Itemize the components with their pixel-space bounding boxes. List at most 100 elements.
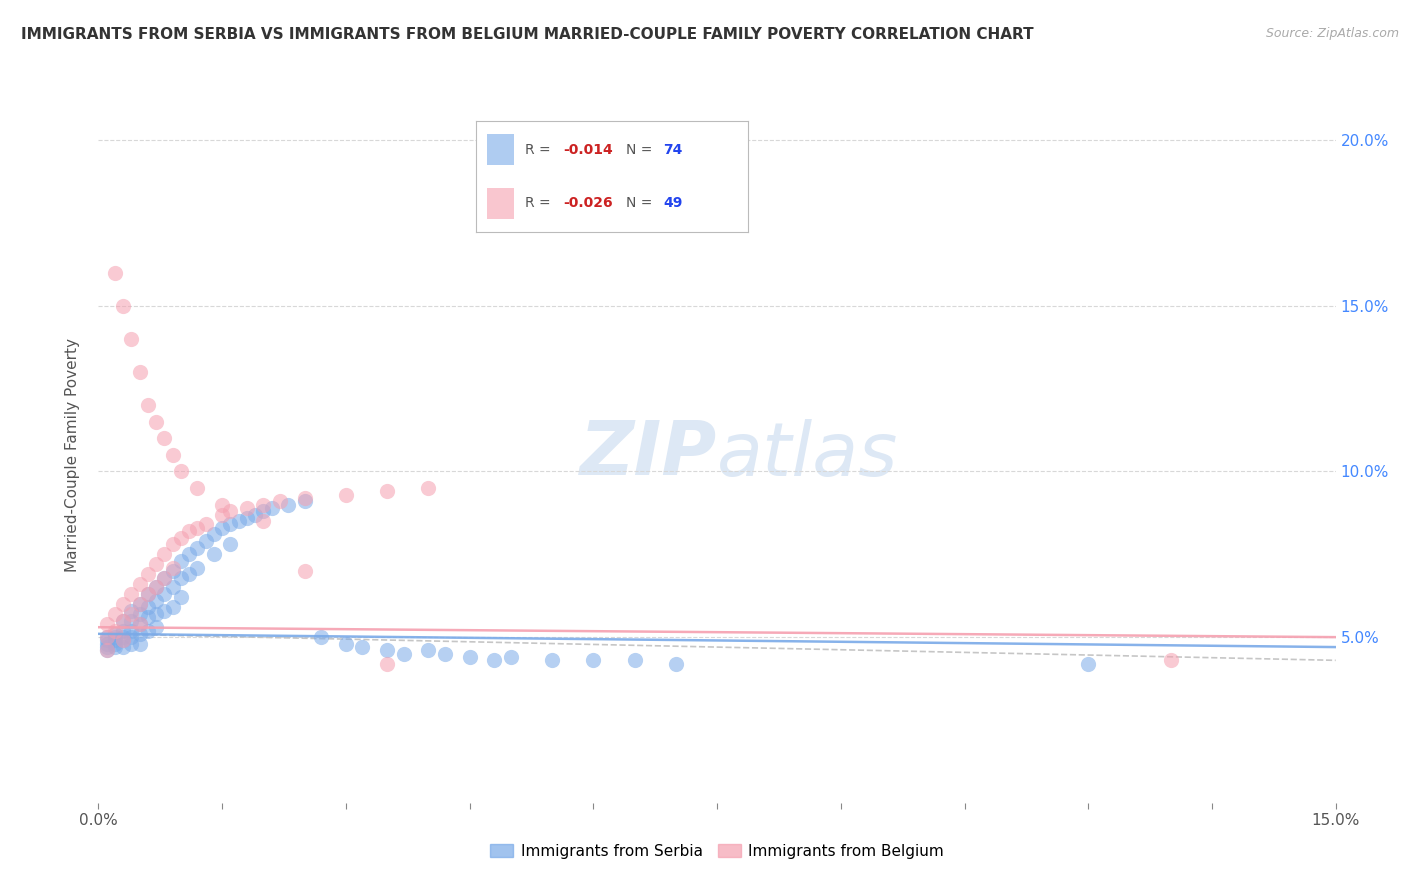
Point (145, 558, 167, 572)
Point (128, 597, 150, 611)
Point (104, 630, 127, 644)
Point (252, 504, 274, 518)
Legend: Immigrants from Serbia, Immigrants from Belgium: Immigrants from Serbia, Immigrants from … (484, 838, 950, 864)
Point (392, 647, 415, 661)
Point (433, 647, 456, 661)
Text: IMMIGRANTS FROM SERBIA VS IMMIGRANTS FROM BELGIUM MARRIED-COUPLE FAMILY POVERTY : IMMIGRANTS FROM SERBIA VS IMMIGRANTS FRO… (21, 27, 1033, 42)
Point (260, 500, 283, 515)
Point (153, 547, 176, 561)
Point (104, 637, 127, 651)
Point (112, 633, 135, 648)
Point (236, 500, 259, 515)
Point (112, 633, 135, 648)
Point (128, 577, 150, 591)
Point (128, 616, 150, 631)
Point (136, 587, 159, 601)
Point (194, 534, 217, 549)
Point (120, 624, 142, 638)
Point (112, 630, 135, 644)
Point (499, 650, 522, 665)
Point (96, 643, 118, 657)
Point (458, 650, 481, 665)
Point (170, 570, 193, 584)
Point (128, 365, 150, 379)
Point (153, 604, 176, 618)
Point (145, 581, 167, 595)
Point (582, 653, 605, 667)
Point (219, 517, 242, 532)
Point (228, 514, 250, 528)
Point (104, 640, 127, 654)
Point (112, 299, 135, 313)
Point (96, 616, 118, 631)
Point (170, 465, 193, 479)
Point (128, 607, 150, 621)
Point (128, 597, 150, 611)
Point (128, 627, 150, 641)
Point (145, 581, 167, 595)
Point (136, 567, 159, 582)
Point (104, 607, 127, 621)
Point (252, 498, 274, 512)
Point (484, 653, 506, 667)
Text: atlas: atlas (717, 419, 898, 491)
Point (219, 537, 242, 551)
Point (128, 616, 150, 631)
Point (104, 266, 127, 280)
Point (153, 570, 176, 584)
Point (112, 614, 135, 628)
Point (252, 514, 274, 528)
Point (145, 607, 167, 621)
Point (294, 491, 316, 505)
Point (162, 600, 184, 615)
Point (375, 657, 398, 671)
Point (170, 531, 193, 545)
Point (179, 567, 201, 582)
Point (294, 564, 316, 578)
Point (145, 415, 167, 429)
Point (120, 587, 142, 601)
Point (136, 610, 159, 624)
Point (120, 332, 142, 346)
Point (128, 637, 150, 651)
Point (112, 614, 135, 628)
Point (96, 630, 118, 644)
Point (186, 560, 208, 574)
Point (104, 633, 127, 648)
Point (162, 537, 184, 551)
Point (96, 640, 118, 654)
Point (186, 541, 208, 555)
Point (145, 620, 167, 634)
Point (352, 640, 374, 654)
Point (1160, 653, 1182, 667)
Point (335, 637, 357, 651)
Point (211, 521, 233, 535)
Y-axis label: Married-Couple Family Poverty: Married-Couple Family Poverty (65, 338, 80, 572)
Point (162, 560, 184, 574)
Point (294, 494, 316, 508)
Point (179, 547, 201, 561)
Point (335, 488, 357, 502)
Point (665, 657, 688, 671)
Point (1077, 657, 1099, 671)
Point (186, 481, 208, 495)
Point (375, 484, 398, 499)
Point (153, 570, 176, 584)
Point (120, 630, 142, 644)
Point (236, 511, 259, 525)
Point (153, 587, 176, 601)
Point (277, 498, 299, 512)
Point (162, 581, 184, 595)
Point (418, 481, 440, 495)
Point (120, 607, 142, 621)
Point (112, 640, 135, 654)
Point (309, 630, 332, 644)
Point (162, 564, 184, 578)
Point (418, 643, 440, 657)
Point (186, 521, 208, 535)
Point (145, 593, 167, 607)
Point (120, 604, 142, 618)
Point (170, 591, 193, 605)
Point (136, 624, 159, 638)
Point (112, 597, 135, 611)
